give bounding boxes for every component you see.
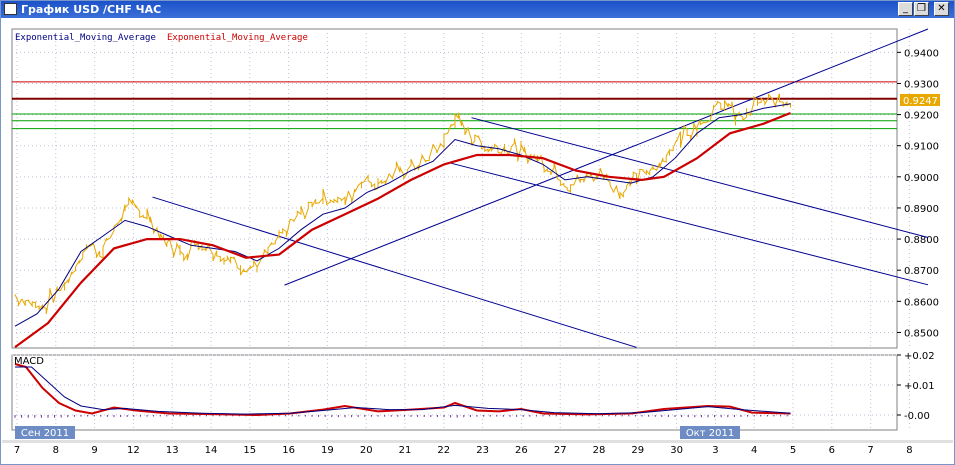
y-tick-label: 0.9200 bbox=[904, 111, 939, 122]
ema-slow-line bbox=[14, 111, 791, 348]
x-tick-label: 12 bbox=[127, 445, 140, 456]
x-tick-label: 29 bbox=[631, 445, 644, 456]
y-tick-label: +0.02 bbox=[904, 351, 935, 362]
x-tick-label: 19 bbox=[321, 445, 334, 456]
x-tick-label: 26 bbox=[515, 445, 528, 456]
macd-signal-line bbox=[15, 366, 791, 415]
y-tick-label: 0.8900 bbox=[904, 204, 939, 215]
title-bar[interactable]: График USD /CHF ЧАС _ ❐ ✕ bbox=[1, 1, 954, 18]
macd-panel-frame bbox=[11, 354, 898, 431]
y-tick-label: +0.01 bbox=[904, 381, 935, 392]
legend-ema-fast: Exponential_Moving_Average bbox=[15, 33, 156, 43]
x-tick-label: 22 bbox=[437, 445, 450, 456]
chart-window-icon bbox=[4, 3, 17, 15]
price-panel-frame bbox=[11, 28, 898, 349]
x-tick-label: 8 bbox=[906, 445, 912, 456]
y-tick-label: 0.9300 bbox=[904, 79, 939, 90]
restore-button[interactable]: ❐ bbox=[914, 2, 929, 16]
window-title: График USD /CHF ЧАС bbox=[21, 3, 162, 16]
period-label-bg bbox=[680, 426, 740, 439]
ema-fast-line bbox=[14, 103, 791, 327]
x-tick-label: 28 bbox=[593, 445, 606, 456]
y-tick-label: 0.8500 bbox=[904, 328, 939, 339]
macd-line bbox=[14, 363, 791, 417]
legend-ema-slow: Exponential_Moving_Average bbox=[167, 33, 308, 43]
period-label: Окт 2011 bbox=[686, 428, 734, 439]
close-button[interactable]: ✕ bbox=[934, 2, 949, 16]
x-tick-label: 27 bbox=[554, 445, 567, 456]
macd-title: MACD bbox=[14, 356, 44, 367]
x-tick-label: 20 bbox=[360, 445, 373, 456]
x-tick-label: 14 bbox=[205, 445, 218, 456]
x-tick-label: 8 bbox=[53, 445, 59, 456]
y-tick-label: -0.00 bbox=[904, 411, 930, 422]
period-label: Сен 2011 bbox=[21, 428, 69, 439]
x-tick-label: 30 bbox=[670, 445, 683, 456]
y-tick-label: 0.9400 bbox=[904, 48, 939, 59]
trendline bbox=[152, 196, 637, 348]
x-tick-label: 7 bbox=[867, 445, 873, 456]
trendline bbox=[449, 162, 929, 286]
current-price-tag bbox=[900, 93, 940, 106]
y-tick-label: 0.8800 bbox=[904, 235, 939, 246]
current-price-label: 0.9247 bbox=[903, 96, 938, 107]
y-tick-label: 0.9100 bbox=[904, 142, 939, 153]
period-label-bg bbox=[15, 426, 75, 439]
x-tick-label: 21 bbox=[399, 445, 412, 456]
x-tick-label: 15 bbox=[243, 445, 256, 456]
horizontal-scrollbar bbox=[2, 440, 953, 443]
y-tick-label: 0.8700 bbox=[904, 266, 939, 277]
x-tick-label: 16 bbox=[282, 445, 295, 456]
x-tick-label: 13 bbox=[166, 445, 179, 456]
x-tick-label: 7 bbox=[14, 445, 20, 456]
y-tick-label: 0.8600 bbox=[904, 297, 939, 308]
x-tick-label: 9 bbox=[91, 445, 97, 456]
minimize-button[interactable]: _ bbox=[898, 2, 913, 16]
price-series bbox=[14, 92, 791, 315]
x-tick-label: 6 bbox=[829, 445, 835, 456]
x-tick-label: 3 bbox=[712, 445, 718, 456]
x-tick-label: 4 bbox=[751, 445, 757, 456]
x-tick-label: 5 bbox=[790, 445, 796, 456]
trendline bbox=[284, 28, 929, 286]
trendline bbox=[471, 117, 929, 239]
x-tick-label: 23 bbox=[476, 445, 489, 456]
y-tick-label: 0.9000 bbox=[904, 173, 939, 184]
